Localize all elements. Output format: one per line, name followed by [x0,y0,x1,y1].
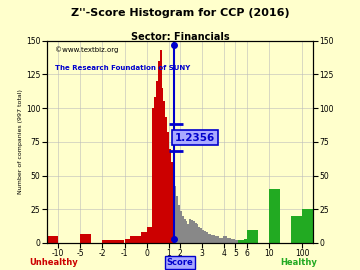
Bar [156,81,158,243]
Bar [188,224,189,243]
Bar [178,205,180,243]
Bar [201,228,202,243]
Bar [159,50,162,243]
Bar [193,221,195,243]
Bar [154,97,156,243]
Bar [269,189,280,243]
Bar [238,240,244,243]
Bar [227,238,231,243]
Bar [224,236,227,243]
Bar [172,176,175,243]
Bar [211,235,215,243]
Bar [130,236,136,243]
Bar [167,132,169,243]
Bar [165,117,167,243]
Text: 1.2356: 1.2356 [175,133,215,143]
Bar [147,227,152,243]
Bar [202,230,204,243]
Bar [136,236,141,243]
Text: Score: Score [167,258,193,266]
Bar [162,88,163,243]
Bar [141,232,147,243]
Bar [182,216,184,243]
Bar [171,162,172,243]
Text: Healthy: Healthy [280,258,317,266]
Bar [244,239,249,243]
Bar [208,234,211,243]
Bar [189,219,191,243]
Y-axis label: Number of companies (997 total): Number of companies (997 total) [18,89,23,194]
Bar [197,224,198,243]
Bar [158,61,159,243]
Bar [163,101,165,243]
Text: ©www.textbiz.org: ©www.textbiz.org [55,46,118,53]
Text: Unhealthy: Unhealthy [30,258,78,266]
Bar [235,240,238,243]
Bar [198,227,201,243]
Bar [169,148,171,243]
Bar [184,219,186,243]
Bar [102,240,113,243]
Bar [302,209,313,243]
Bar [247,230,258,243]
Bar [206,232,208,243]
Text: The Research Foundation of SUNY: The Research Foundation of SUNY [55,65,190,71]
Bar [204,231,206,243]
Bar [231,239,235,243]
Bar [174,186,176,243]
Bar [219,238,222,243]
Bar [176,196,178,243]
Bar [152,108,154,243]
Bar [195,223,197,243]
Bar [125,239,130,243]
Bar [113,240,125,243]
Bar [185,221,188,243]
Text: Z''-Score Histogram for CCP (2016): Z''-Score Histogram for CCP (2016) [71,8,289,18]
Bar [291,216,302,243]
Bar [47,236,58,243]
Bar [215,236,219,243]
Bar [191,220,193,243]
Bar [80,234,91,243]
Text: Sector: Financials: Sector: Financials [131,32,229,42]
Bar [180,211,182,243]
